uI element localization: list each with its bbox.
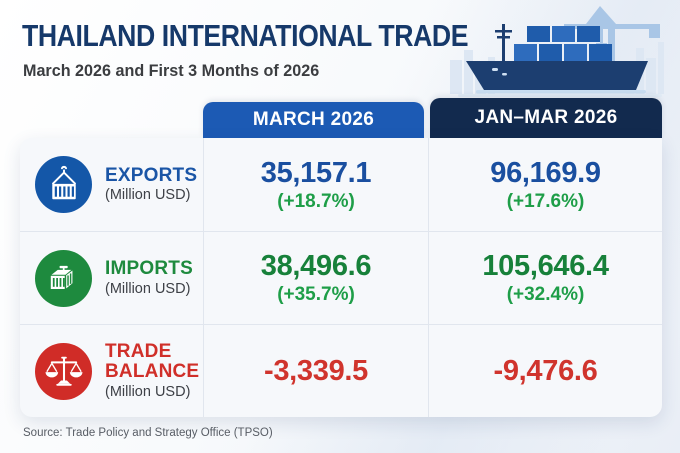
- table-row-imports-label: IMPORTS (Million USD): [20, 231, 203, 324]
- import-container-icon: [35, 249, 92, 307]
- export-container-crane-icon: [35, 156, 92, 213]
- page-subtitle: March 2026 and First 3 Months of 2026: [23, 61, 320, 80]
- trade-balance-janmar-cell: -9,476.6: [428, 324, 662, 417]
- column-header-march-2026: MARCH 2026: [203, 102, 424, 138]
- imports-unit: (Million USD): [105, 280, 191, 297]
- exports-march-value: 35,157.1: [260, 156, 372, 189]
- column-header-march-label: MARCH 2026: [252, 109, 375, 130]
- container-ship-icon: [466, 24, 648, 90]
- exports-janmar-value: 96,169.9: [490, 156, 601, 189]
- trade-balance-label: TRADE BALANCE: [105, 341, 200, 382]
- cargo-ship-illustration: [450, 6, 664, 97]
- trade-balance-unit: (Million USD): [105, 383, 191, 400]
- imports-janmar-cell: 105,646.4 (+32.4%): [428, 231, 662, 324]
- exports-janmar-change: (+17.6%): [506, 190, 585, 212]
- source-note: Source: Trade Policy and Strategy Office…: [23, 427, 273, 439]
- trade-balance-janmar-value: -9,476.6: [493, 354, 598, 387]
- imports-march-change: (+35.7%): [277, 284, 355, 305]
- water-line: [476, 90, 646, 94]
- exports-janmar-cell: 96,169.9 (+17.6%): [428, 138, 662, 231]
- trade-balance-march-cell: -3,339.5: [203, 324, 428, 417]
- column-header-jan-mar-2026: JAN–MAR 2026: [430, 98, 662, 138]
- imports-label: IMPORTS: [105, 258, 193, 280]
- trade-data-table: EXPORTS (Million USD) 35,157.1 (+18.7%) …: [20, 138, 662, 417]
- balance-scale-icon: [35, 342, 92, 400]
- exports-unit: (Million USD): [105, 187, 191, 204]
- imports-march-cell: 38,496.6 (+35.7%): [203, 231, 428, 324]
- column-header-jan-mar-label: JAN–MAR 2026: [474, 107, 618, 128]
- water-line-2: [458, 94, 662, 97]
- table-row-exports-label: EXPORTS (Million USD): [20, 138, 203, 231]
- page-title: THAILAND INTERNATIONAL TRADE: [22, 18, 469, 53]
- imports-march-value: 38,496.6: [260, 250, 372, 282]
- trade-balance-march-value: -3,339.5: [263, 354, 368, 387]
- exports-march-change: (+18.7%): [277, 190, 355, 212]
- table-row-trade-balance-label: TRADE BALANCE (Million USD): [20, 324, 203, 417]
- exports-march-cell: 35,157.1 (+18.7%): [203, 138, 428, 231]
- imports-janmar-change: (+32.4%): [506, 284, 585, 305]
- exports-label: EXPORTS: [105, 164, 198, 186]
- imports-janmar-value: 105,646.4: [482, 250, 609, 282]
